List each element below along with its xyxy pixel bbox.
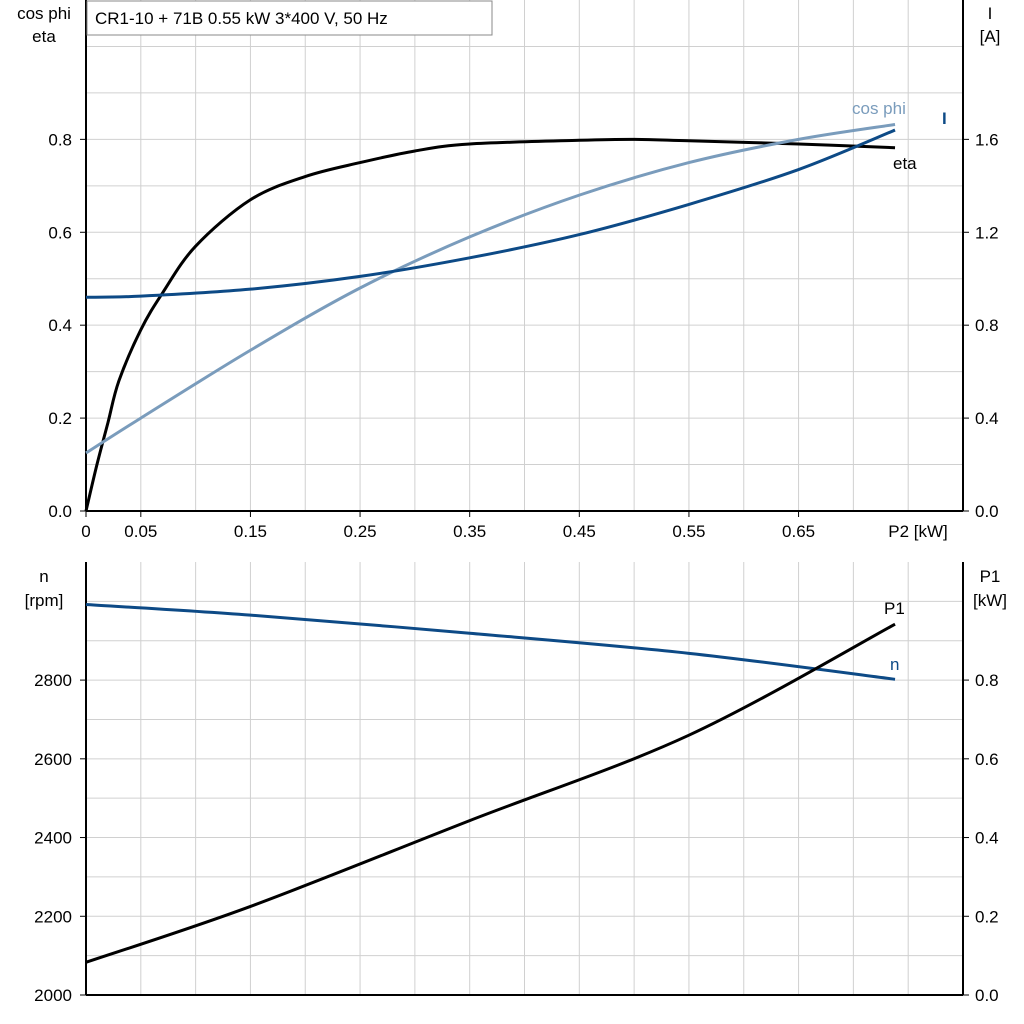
x-tick-label: 0.25 xyxy=(344,522,377,541)
y-tick-label: 0.6 xyxy=(48,223,72,242)
y2-tick-label: 1.6 xyxy=(975,130,999,149)
y-axis-label: n xyxy=(39,567,48,586)
y2-tick-label: 0.8 xyxy=(975,671,999,690)
series-line-I xyxy=(85,128,896,299)
chart-title: CR1-10 + 71B 0.55 kW 3*400 V, 50 Hz xyxy=(95,9,388,28)
y2-axis-label: I xyxy=(988,4,993,23)
y2-tick-label: 0.8 xyxy=(975,316,999,335)
y-tick-label: 2000 xyxy=(34,986,72,1005)
series-line-eta xyxy=(84,137,896,512)
y-tick-label: 0.4 xyxy=(48,316,72,335)
series-label-n: n xyxy=(890,655,899,674)
y-tick-label: 2200 xyxy=(34,907,72,926)
y-tick-label: 0.2 xyxy=(48,409,72,428)
series-label-eta: eta xyxy=(893,154,917,173)
y-axis-label: cos phi xyxy=(17,4,71,23)
y2-tick-label: 1.2 xyxy=(975,223,999,242)
y2-tick-label: 0.6 xyxy=(975,750,999,769)
series-label-P1: P1 xyxy=(884,599,905,618)
x-tick-label: 0.65 xyxy=(782,522,815,541)
y2-axis-label: [A] xyxy=(980,27,1001,46)
x-tick-label: 0.05 xyxy=(124,522,157,541)
series-line-n xyxy=(85,603,896,681)
series-label-cos-phi: cos phi xyxy=(852,99,906,118)
y-axis-label: eta xyxy=(32,27,56,46)
series-line-cos-phi xyxy=(85,123,896,455)
x-tick-label: 0.15 xyxy=(234,522,267,541)
y2-tick-label: 0.4 xyxy=(975,829,999,848)
y2-tick-label: 0.2 xyxy=(975,907,999,926)
title-box xyxy=(86,0,493,36)
y2-tick-label: 0.0 xyxy=(975,986,999,1005)
y-axis-label: [rpm] xyxy=(25,591,64,610)
x-tick-label: 0 xyxy=(81,522,90,541)
y2-axis-label: P1 xyxy=(980,567,1001,586)
x-tick-label: 0.45 xyxy=(563,522,596,541)
series-label-I: I xyxy=(942,109,947,128)
y-tick-label: 2600 xyxy=(34,750,72,769)
x-axis-label: P2 [kW] xyxy=(888,522,948,541)
x-tick-label: 0.55 xyxy=(672,522,705,541)
y2-tick-label: 0.0 xyxy=(975,502,999,521)
y-tick-label: 0.0 xyxy=(48,502,72,521)
y-tick-label: 2400 xyxy=(34,829,72,848)
x-tick-label: 0.35 xyxy=(453,522,486,541)
series-line-P1 xyxy=(85,622,896,964)
y2-axis-label: [kW] xyxy=(973,591,1007,610)
y-tick-label: 2800 xyxy=(34,671,72,690)
y-tick-label: 0.8 xyxy=(48,130,72,149)
y2-tick-label: 0.4 xyxy=(975,409,999,428)
